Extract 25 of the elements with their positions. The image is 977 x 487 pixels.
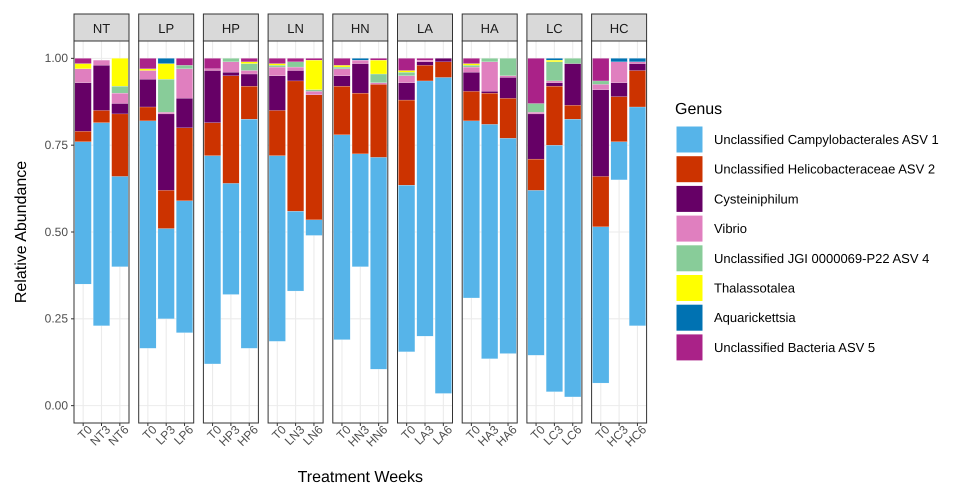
chart-title: LP bbox=[158, 21, 174, 36]
chart-title: HN bbox=[350, 21, 370, 36]
chart-title: HC bbox=[610, 21, 628, 36]
chart-title: LA bbox=[417, 21, 434, 36]
legend-label: Unclassified JGI 0000069-P22 ASV 4 bbox=[714, 250, 930, 266]
chart-title: HP bbox=[222, 21, 240, 36]
y-axis-title: Relative Abundance bbox=[13, 160, 30, 304]
y-tick-label: 1.00 bbox=[44, 51, 68, 66]
legend-title: Genus bbox=[675, 101, 722, 118]
x-axis-title: Treatment Weeks bbox=[298, 469, 423, 486]
legend-label: Thalassotalea bbox=[714, 280, 796, 296]
legend-label: Unclassified Bacteria ASV 5 bbox=[714, 340, 876, 355]
legend-label: Unclassified Helicobacteraceae ASV 2 bbox=[714, 162, 936, 177]
y-tick-label: 0.00 bbox=[44, 398, 68, 412]
legend-label: Cysteiniphilum bbox=[714, 191, 799, 206]
chart-title: HA bbox=[480, 21, 500, 36]
chart-title: LC bbox=[546, 21, 563, 36]
chart-title: NT bbox=[92, 21, 110, 36]
y-tick-label: 0.50 bbox=[44, 224, 68, 239]
legend-label: Unclassified Campylobacterales ASV 1 bbox=[714, 132, 939, 147]
legend-label: Vibrio bbox=[714, 221, 748, 236]
y-tick-label: 0.25 bbox=[44, 312, 68, 326]
chart-title: LN bbox=[287, 21, 304, 36]
legend-label: Aquarickettsia bbox=[714, 310, 796, 326]
y-tick-label: 0.75 bbox=[44, 138, 68, 152]
